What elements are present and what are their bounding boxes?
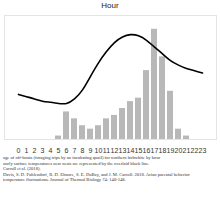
svg-text:3: 3 xyxy=(41,147,45,153)
svg-text:10: 10 xyxy=(95,147,103,153)
svg-text:16: 16 xyxy=(143,147,151,153)
svg-text:15: 15 xyxy=(135,147,143,153)
svg-text:12: 12 xyxy=(111,147,119,153)
svg-text:22: 22 xyxy=(191,147,199,153)
html-text:age of off-bouts (foraging tri: age of off-bouts (foraging trips by an i… xyxy=(3,155,161,160)
html-text:Davis, S. D. Fuhlendorf, R. D.: Davis, S. D. Fuhlendorf, R. D. Elmore, S… xyxy=(3,171,190,177)
svg-text:2: 2 xyxy=(33,147,37,153)
svg-text:19: 19 xyxy=(167,147,175,153)
html-text:ourly surface temperatures nea: ourly surface temperatures near nests ar… xyxy=(3,160,150,166)
svg-text:8: 8 xyxy=(81,147,85,153)
svg-text:1: 1 xyxy=(25,147,29,153)
svg-text:21: 21 xyxy=(183,147,191,153)
svg-text:14: 14 xyxy=(127,147,135,153)
html-text:Hour: Hour xyxy=(101,1,119,10)
svg-text:13: 13 xyxy=(119,147,127,153)
svg-text:18: 18 xyxy=(159,147,167,153)
html-text:temperature fluctuations. Jour: temperature fluctuations. Journal of The… xyxy=(3,177,126,183)
svg-text:5: 5 xyxy=(57,147,61,153)
svg-text:17: 17 xyxy=(151,147,159,153)
svg-text:20: 20 xyxy=(175,147,183,153)
svg-text:4: 4 xyxy=(49,147,53,153)
svg-text:11: 11 xyxy=(103,147,110,153)
svg-text:7: 7 xyxy=(73,147,77,153)
svg-text:0: 0 xyxy=(17,147,21,153)
svg-text:9: 9 xyxy=(89,147,93,153)
html-text:Carroll et al. (2018).: Carroll et al. (2018). xyxy=(3,166,41,172)
svg-text:6: 6 xyxy=(65,147,69,153)
svg-text:23: 23 xyxy=(199,147,207,153)
